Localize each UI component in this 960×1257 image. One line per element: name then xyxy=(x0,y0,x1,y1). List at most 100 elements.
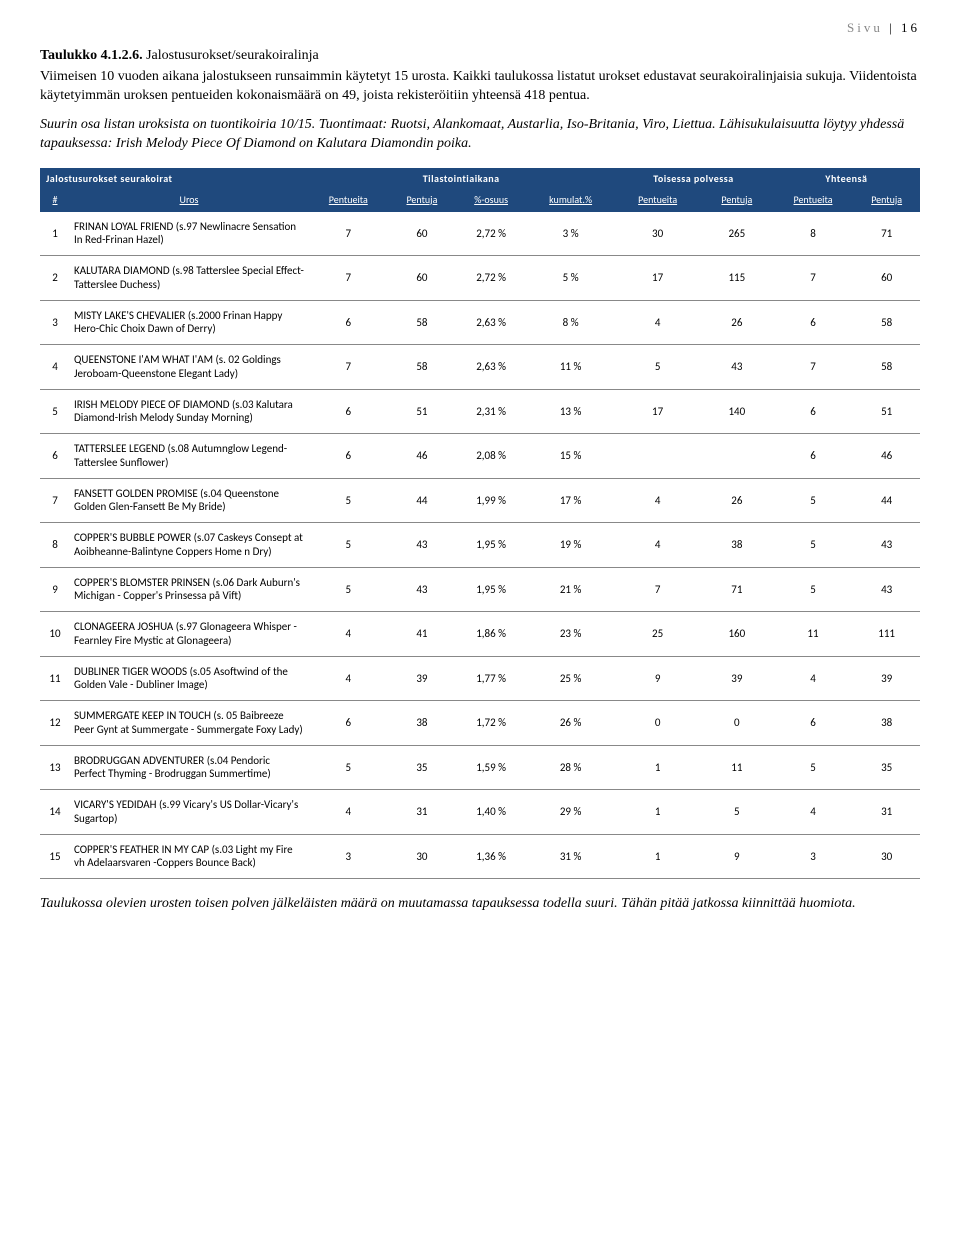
col-pentuja3: Pentuja xyxy=(853,189,920,212)
table-cell: 51 xyxy=(853,389,920,434)
table-cell: 2 xyxy=(40,256,70,301)
table-cell: 8 xyxy=(40,523,70,568)
table-cell: 1,95 % xyxy=(455,523,527,568)
table-row: 7FANSETT GOLDEN PROMISE (s.04 Queenstone… xyxy=(40,478,920,523)
footer-paragraph: Taulukossa olevien urosten toisen polven… xyxy=(40,895,920,914)
table-row: 11DUBLINER TIGER WOODS (s.05 Asoftwind o… xyxy=(40,656,920,701)
table-cell: 30 xyxy=(853,834,920,879)
table-cell: 3 xyxy=(773,834,854,879)
table-cell: 111 xyxy=(853,612,920,657)
table-cell: 4 xyxy=(773,790,854,835)
table-cell: 6 xyxy=(773,701,854,746)
col-pentuja2: Pentuja xyxy=(701,189,773,212)
table-cell: 2,31 % xyxy=(455,389,527,434)
table-cell: 43 xyxy=(701,345,773,390)
table-cell: 1 xyxy=(614,834,701,879)
table-cell: 4 xyxy=(614,300,701,345)
table-cell: 9 xyxy=(614,656,701,701)
table-cell: 5 xyxy=(773,745,854,790)
table-cell: 46 xyxy=(389,434,456,479)
table-cell: 71 xyxy=(853,212,920,256)
table-cell: 1,40 % xyxy=(455,790,527,835)
table-cell: 1,72 % xyxy=(455,701,527,746)
table-cell: 9 xyxy=(40,567,70,612)
heading-rest: Jalostusurokset/seurakoiralinja xyxy=(143,48,319,63)
table-cell: 39 xyxy=(853,656,920,701)
table-row: 1FRINAN LOYAL FRIEND (s.97 Newlinacre Se… xyxy=(40,212,920,256)
col-osuus: %-osuus xyxy=(455,189,527,212)
table-cell: 5 xyxy=(308,478,389,523)
table-cell: 11 % xyxy=(527,345,614,390)
table-cell: 58 xyxy=(853,300,920,345)
table-cell: 6 xyxy=(773,434,854,479)
table-cell: 10 xyxy=(40,612,70,657)
table-cell: 17 xyxy=(614,389,701,434)
table-row: 9COPPER'S BLOMSTER PRINSEN (s.06 Dark Au… xyxy=(40,567,920,612)
table-cell: 60 xyxy=(853,256,920,301)
data-table: Jalostusurokset seurakoirat Tilastointia… xyxy=(40,168,920,880)
table-cell: 14 xyxy=(40,790,70,835)
table-row: 15COPPER'S FEATHER IN MY CAP (s.03 Light… xyxy=(40,834,920,879)
table-cell: BRODRUGGAN ADVENTURER (s.04 Pendoric Per… xyxy=(70,745,308,790)
table-cell: 44 xyxy=(853,478,920,523)
table-cell: 5 xyxy=(701,790,773,835)
table-cell: 41 xyxy=(389,612,456,657)
table-cell: 1 xyxy=(614,745,701,790)
table-cell: 5 xyxy=(40,389,70,434)
heading-bold: Taulukko 4.1.2.6. xyxy=(40,48,143,63)
table-cell: 3 % xyxy=(527,212,614,256)
table-cell: 6 xyxy=(308,300,389,345)
table-cell: 60 xyxy=(389,256,456,301)
paragraph-1: Viimeisen 10 vuoden aikana jalostukseen … xyxy=(40,68,920,106)
table-cell: 4 xyxy=(614,523,701,568)
table-cell: FRINAN LOYAL FRIEND (s.97 Newlinacre Sen… xyxy=(70,212,308,256)
table-cell: 17 xyxy=(614,256,701,301)
table-cell: 6 xyxy=(40,434,70,479)
table-cell: 30 xyxy=(614,212,701,256)
table-cell: 1,59 % xyxy=(455,745,527,790)
table-cell: 6 xyxy=(773,300,854,345)
table-cell: 140 xyxy=(701,389,773,434)
table-cell: 51 xyxy=(389,389,456,434)
table-cell: 5 xyxy=(773,567,854,612)
table-cell: 44 xyxy=(389,478,456,523)
table-cell: 13 xyxy=(40,745,70,790)
table-cell: 4 xyxy=(40,345,70,390)
table-cell: 30 xyxy=(389,834,456,879)
table-cell: VICARY'S YEDIDAH (s.99 Vicary's US Dolla… xyxy=(70,790,308,835)
table-cell: 38 xyxy=(701,523,773,568)
col-idx: # xyxy=(40,189,70,212)
table-cell: 2,63 % xyxy=(455,345,527,390)
table-cell: 5 % xyxy=(527,256,614,301)
table-cell: 1 xyxy=(614,790,701,835)
group-header-4: Yhteensä xyxy=(773,168,920,189)
table-cell: 25 % xyxy=(527,656,614,701)
col-pentueita: Pentueita xyxy=(308,189,389,212)
table-cell: 2,72 % xyxy=(455,256,527,301)
table-cell: 6 xyxy=(773,389,854,434)
table-cell: 35 xyxy=(853,745,920,790)
table-row: 2KALUTARA DIAMOND (s.98 Tatterslee Speci… xyxy=(40,256,920,301)
table-cell: 19 % xyxy=(527,523,614,568)
table-cell xyxy=(701,434,773,479)
table-row: 12SUMMERGATE KEEP IN TOUCH (s. 05 Baibre… xyxy=(40,701,920,746)
table-cell: 23 % xyxy=(527,612,614,657)
table-cell: 8 % xyxy=(527,300,614,345)
table-cell: 31 xyxy=(853,790,920,835)
table-cell: 4 xyxy=(614,478,701,523)
table-cell: 1 xyxy=(40,212,70,256)
table-cell: 5 xyxy=(308,567,389,612)
col-pentuja: Pentuja xyxy=(389,189,456,212)
table-cell: COPPER'S BLOMSTER PRINSEN (s.06 Dark Aub… xyxy=(70,567,308,612)
table-cell: COPPER'S BUBBLE POWER (s.07 Caskeys Cons… xyxy=(70,523,308,568)
table-cell: 31 xyxy=(389,790,456,835)
table-cell: 6 xyxy=(308,434,389,479)
table-cell: 21 % xyxy=(527,567,614,612)
table-cell: 5 xyxy=(308,523,389,568)
table-cell: 13 % xyxy=(527,389,614,434)
table-cell: 7 xyxy=(773,345,854,390)
table-cell: 265 xyxy=(701,212,773,256)
table-cell: 26 xyxy=(701,300,773,345)
table-cell: 1,95 % xyxy=(455,567,527,612)
table-cell: 17 % xyxy=(527,478,614,523)
